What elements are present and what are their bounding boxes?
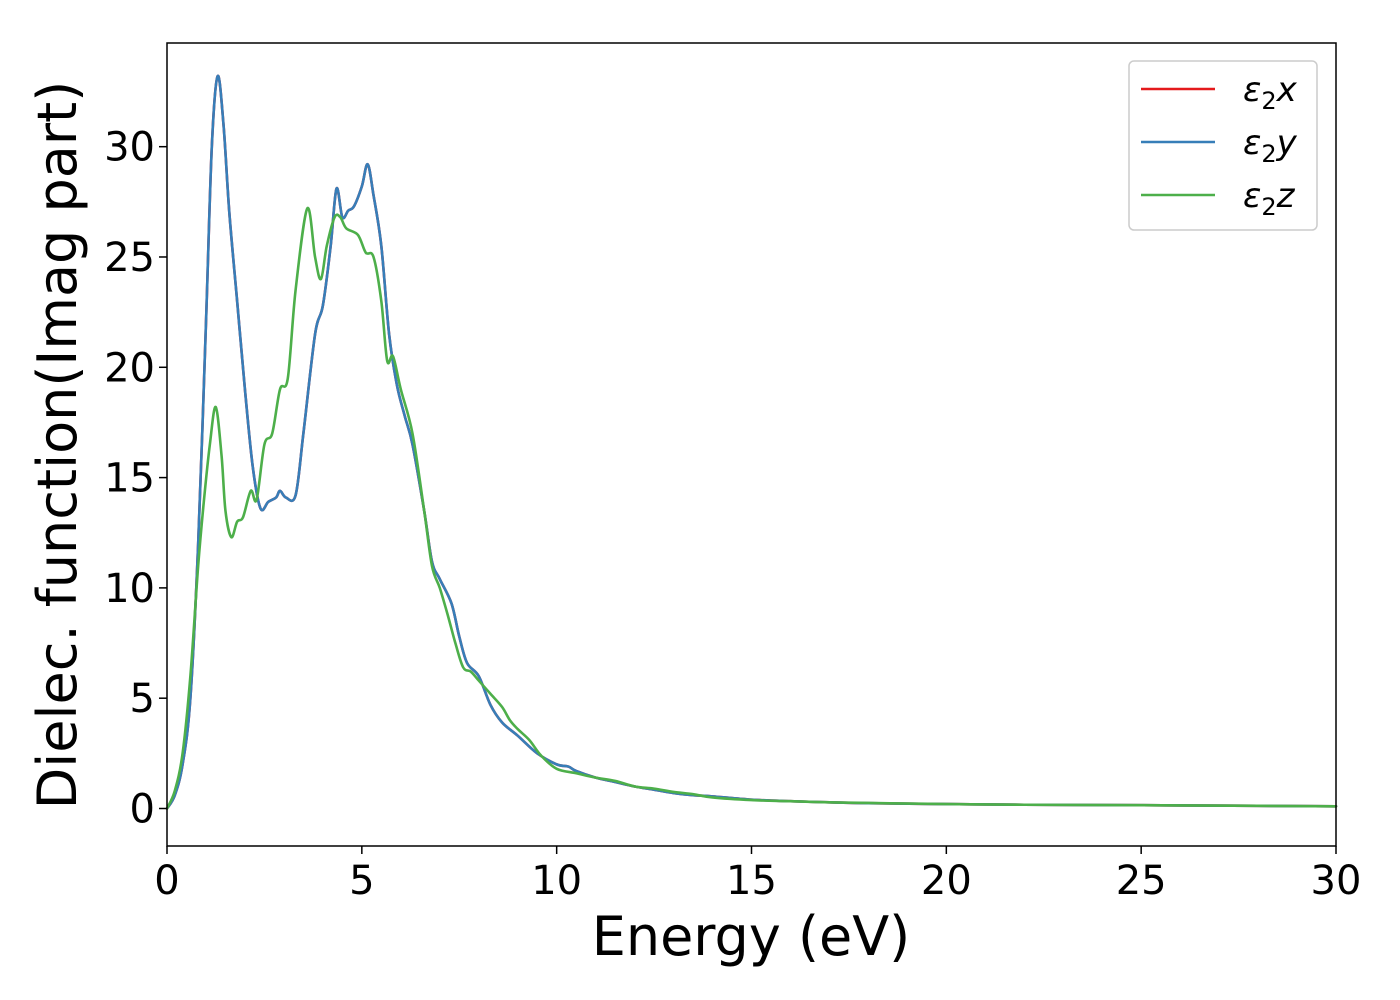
- x-axis-title: Energy (eV): [592, 905, 911, 968]
- x-axis-ticks: 0 5 10 15 20 25 30: [154, 846, 1361, 904]
- legend-label-x: ε2x: [1243, 70, 1298, 115]
- x-tick-label: 0: [154, 858, 179, 904]
- x-tick-label: 20: [921, 858, 972, 904]
- x-tick-label: 25: [1116, 858, 1167, 904]
- series-line-z: [165, 207, 1338, 810]
- x-tick-label: 30: [1311, 858, 1362, 904]
- legend-label-y: ε2y: [1243, 123, 1298, 168]
- y-tick-label: 30: [104, 125, 155, 171]
- y-axis-title: Dielec. function(Imag part): [26, 81, 89, 810]
- y-axis-ticks: 0 5 10 15 20 25 30: [104, 125, 167, 832]
- y-tick-label: 0: [130, 786, 155, 832]
- x-tick-label: 5: [349, 858, 374, 904]
- y-tick-label: 25: [104, 235, 155, 281]
- y-tick-label: 15: [104, 456, 155, 502]
- x-tick-label: 15: [726, 858, 777, 904]
- x-tick-label: 10: [531, 858, 582, 904]
- legend-frame: [1128, 60, 1318, 231]
- legend: ε2x ε2y ε2z: [1128, 60, 1318, 231]
- legend-label-z: ε2z: [1243, 176, 1296, 221]
- y-tick-label: 5: [130, 676, 155, 722]
- y-tick-label: 10: [104, 566, 155, 612]
- y-tick-label: 20: [104, 345, 155, 391]
- series-layer: [165, 74, 1338, 810]
